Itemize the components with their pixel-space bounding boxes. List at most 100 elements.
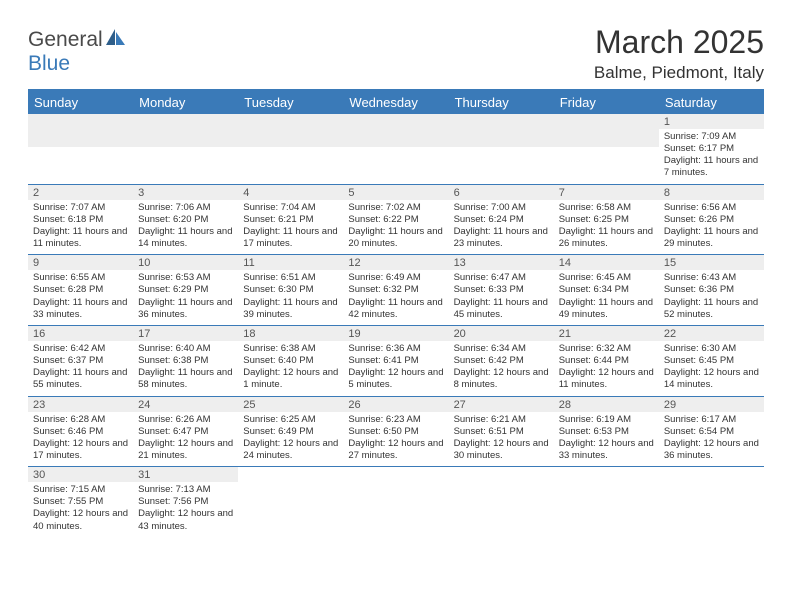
sunrise-text: Sunrise: 6:40 AM [138,343,233,355]
day-body-empty [449,129,554,147]
location: Balme, Piedmont, Italy [594,63,764,83]
daylight-text: Daylight: 12 hours and 36 minutes. [664,438,759,462]
week-row: 2 Sunrise: 7:07 AMSunset: 6:18 PM Daylight… [28,185,764,256]
sunrise-text: Sunrise: 6:43 AM [664,272,759,284]
sunrise-text: Sunrise: 7:07 AM [33,202,128,214]
day-body: Sunrise: 7:02 AMSunset: 6:22 PMDaylight:… [343,200,448,255]
daylight-text: Daylight: 12 hours and 14 minutes. [664,367,759,391]
daylight-text: Daylight: 11 hours and 20 minutes. [348,226,443,250]
sunset-text: Sunset: 6:42 PM [454,355,549,367]
sunset-text: Sunset: 6:28 PM [33,284,128,296]
day-number: 3 [133,185,238,200]
sunrise-text: Sunrise: 7:15 AM [33,484,128,496]
daylight-text: Daylight: 11 hours and 55 minutes. [33,367,128,391]
sunrise-text: Sunrise: 6:47 AM [454,272,549,284]
day-body-empty [238,482,343,500]
day-cell: 4Sunrise: 7:04 AMSunset: 6:21 PMDaylight… [238,185,343,255]
day-cell: 7Sunrise: 6:58 AMSunset: 6:25 PMDaylight… [554,185,659,255]
day-number: 1 [659,114,764,129]
day-cell: 3Sunrise: 7:06 AMSunset: 6:20 PMDaylight… [133,185,238,255]
day-body-empty [554,129,659,147]
day-number: 2 [28,185,133,200]
week-row: 9Sunrise: 6:55 AMSunset: 6:28 PMDaylight… [28,255,764,326]
sunrise-text: Sunrise: 6:32 AM [559,343,654,355]
day-body: Sunrise: 6:53 AMSunset: 6:29 PMDaylight:… [133,270,238,325]
day-body-empty [238,129,343,147]
daylight-text: Daylight: 11 hours and 49 minutes. [559,297,654,321]
day-body: Sunrise: 6:56 AMSunset: 6:26 PMDaylight:… [659,200,764,255]
day-cell: 10Sunrise: 6:53 AMSunset: 6:29 PMDayligh… [133,255,238,325]
day-cell: 12Sunrise: 6:49 AMSunset: 6:32 PMDayligh… [343,255,448,325]
header: GeneralBlue March 2025 Balme, Piedmont, … [28,24,764,83]
sunset-text: Sunset: 6:22 PM [348,214,443,226]
sunset-text: Sunset: 6:51 PM [454,426,549,438]
day-body: Sunrise: 6:30 AMSunset: 6:45 PMDaylight:… [659,341,764,396]
day-number-empty [554,114,659,129]
day-cell: 14Sunrise: 6:45 AMSunset: 6:34 PMDayligh… [554,255,659,325]
day-header: Wednesday [343,91,448,114]
day-body: Sunrise: 6:43 AMSunset: 6:36 PMDaylight:… [659,270,764,325]
daylight-text: Daylight: 12 hours and 40 minutes. [33,508,128,532]
day-cell: 9Sunrise: 6:55 AMSunset: 6:28 PMDaylight… [28,255,133,325]
sunset-text: Sunset: 6:29 PM [138,284,233,296]
day-cell: 11Sunrise: 6:51 AMSunset: 6:30 PMDayligh… [238,255,343,325]
day-number: 17 [133,326,238,341]
day-number: 22 [659,326,764,341]
daylight-text: Daylight: 11 hours and 7 minutes. [664,155,759,179]
sunrise-text: Sunrise: 6:58 AM [559,202,654,214]
day-cell [449,114,554,184]
daylight-text: Daylight: 12 hours and 5 minutes. [348,367,443,391]
day-number: 11 [238,255,343,270]
daylight-text: Daylight: 12 hours and 30 minutes. [454,438,549,462]
sunrise-text: Sunrise: 7:09 AM [664,131,759,143]
daylight-text: Daylight: 11 hours and 36 minutes. [138,297,233,321]
day-cell: 16Sunrise: 6:42 AMSunset: 6:37 PMDayligh… [28,326,133,396]
week-row: 23Sunrise: 6:28 AMSunset: 6:46 PMDayligh… [28,397,764,468]
sunset-text: Sunset: 6:53 PM [559,426,654,438]
day-body: Sunrise: 6:42 AMSunset: 6:37 PMDaylight:… [28,341,133,396]
calendar: SundayMondayTuesdayWednesdayThursdayFrid… [28,89,764,537]
daylight-text: Daylight: 11 hours and 23 minutes. [454,226,549,250]
day-number: 16 [28,326,133,341]
sunrise-text: Sunrise: 6:56 AM [664,202,759,214]
sunrise-text: Sunrise: 6:51 AM [243,272,338,284]
sunset-text: Sunset: 6:17 PM [664,143,759,155]
day-body-empty [343,482,448,500]
day-number: 5 [343,185,448,200]
day-number: 12 [343,255,448,270]
day-number: 6 [449,185,554,200]
day-body: Sunrise: 6:34 AMSunset: 6:42 PMDaylight:… [449,341,554,396]
week-row: 1 Sunrise: 7:09 AMSunset: 6:17 PMDaylight… [28,114,764,185]
day-number-empty [659,467,764,482]
daylight-text: Daylight: 11 hours and 33 minutes. [33,297,128,321]
daylight-text: Daylight: 11 hours and 52 minutes. [664,297,759,321]
sunrise-text: Sunrise: 6:28 AM [33,414,128,426]
sunset-text: Sunset: 6:18 PM [33,214,128,226]
day-cell: 23Sunrise: 6:28 AMSunset: 6:46 PMDayligh… [28,397,133,467]
sunset-text: Sunset: 6:34 PM [559,284,654,296]
day-cell [238,467,343,537]
sunrise-text: Sunrise: 6:34 AM [454,343,549,355]
day-cell: 21Sunrise: 6:32 AMSunset: 6:44 PMDayligh… [554,326,659,396]
daylight-text: Daylight: 11 hours and 45 minutes. [454,297,549,321]
sunset-text: Sunset: 7:56 PM [138,496,233,508]
day-body: Sunrise: 6:28 AMSunset: 6:46 PMDaylight:… [28,412,133,467]
sunset-text: Sunset: 6:20 PM [138,214,233,226]
sunset-text: Sunset: 6:26 PM [664,214,759,226]
sunset-text: Sunset: 6:36 PM [664,284,759,296]
day-body: Sunrise: 6:45 AMSunset: 6:34 PMDaylight:… [554,270,659,325]
daylight-text: Daylight: 11 hours and 58 minutes. [138,367,233,391]
day-number-empty [343,467,448,482]
daylight-text: Daylight: 12 hours and 27 minutes. [348,438,443,462]
day-cell [659,467,764,537]
sunrise-text: Sunrise: 6:53 AM [138,272,233,284]
day-header: Tuesday [238,91,343,114]
day-body-empty [449,482,554,500]
sunset-text: Sunset: 6:45 PM [664,355,759,367]
sunrise-text: Sunrise: 6:23 AM [348,414,443,426]
day-body: Sunrise: 6:25 AMSunset: 6:49 PMDaylight:… [238,412,343,467]
day-header: Sunday [28,91,133,114]
day-body: Sunrise: 7:15 AMSunset: 7:55 PMDaylight:… [28,482,133,537]
day-cell [28,114,133,184]
day-body: Sunrise: 6:47 AMSunset: 6:33 PMDaylight:… [449,270,554,325]
